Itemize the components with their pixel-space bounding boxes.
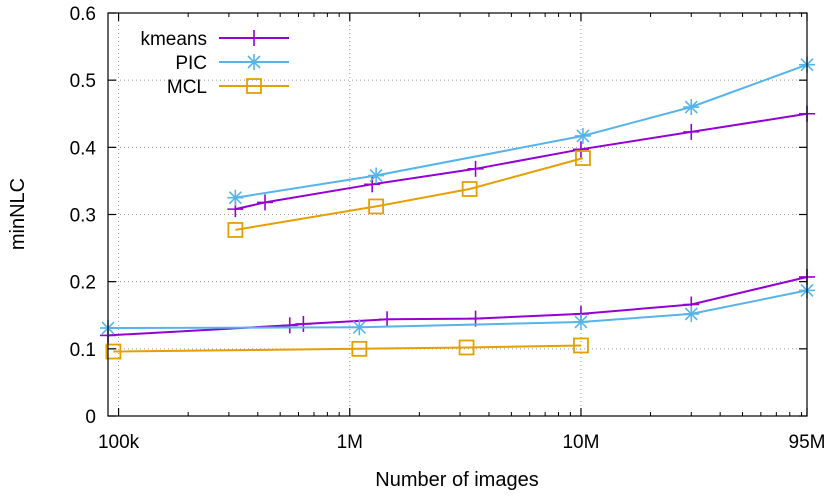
series-line — [107, 276, 808, 337]
data-point-plus-marker — [467, 160, 484, 177]
data-point-star-marker — [351, 319, 368, 336]
series-MCL — [227, 150, 591, 238]
series-MCL — [105, 337, 589, 360]
y-tick-label: 0.3 — [70, 206, 96, 227]
data-point-star-marker — [683, 305, 700, 322]
data-point-plus-marker — [572, 141, 589, 158]
data-point-plus-marker — [281, 317, 298, 334]
legend: kmeans PIC MCL — [140, 29, 289, 98]
data-point-star-marker — [368, 167, 385, 184]
data-point-square-marker — [246, 78, 262, 94]
x-tick-label: 1M — [337, 432, 363, 453]
data-point-plus-marker — [246, 30, 262, 46]
data-point-plus-marker — [683, 123, 700, 140]
data-point-star-marker — [574, 127, 591, 144]
series-PIC — [100, 282, 815, 337]
legend-label: PIC — [175, 53, 207, 74]
data-point-star-marker — [572, 313, 589, 330]
y-axis-label: minNLC — [7, 178, 29, 250]
legend-entry-kmeans: kmeans — [140, 29, 289, 50]
data-point-star-marker — [683, 99, 700, 116]
data-point-plus-marker — [295, 315, 312, 332]
data-point-plus-marker — [257, 194, 274, 211]
legend-entry-pic: PIC — [175, 53, 289, 74]
data-point-square-marker — [227, 222, 244, 238]
y-tick-label: 0.1 — [70, 340, 96, 361]
series-line — [235, 157, 584, 231]
y-tick-label: 0.2 — [70, 273, 96, 294]
data-point-square-marker — [105, 343, 122, 360]
data-point-square-marker — [461, 181, 478, 197]
series-line — [235, 112, 808, 211]
y-tick-label: 0.6 — [70, 4, 96, 25]
legend-label: MCL — [167, 77, 207, 98]
series-group — [100, 56, 815, 360]
series-kmeans — [100, 268, 815, 344]
data-point-star-marker — [246, 54, 262, 70]
axis-ticks: 0 0.1 0.2 0.3 0.4 0.5 0.6 100k 1M 10M 95M — [70, 4, 826, 453]
grid-lines — [108, 13, 807, 416]
x-tick-label: 10M — [562, 432, 599, 453]
data-point-square-marker — [351, 340, 368, 357]
x-tick-label: 95M — [789, 432, 826, 453]
series-line — [113, 344, 582, 353]
series-line — [107, 289, 808, 329]
data-point-square-marker — [368, 198, 385, 215]
x-tick-label: 100k — [98, 432, 140, 453]
data-point-star-marker — [227, 189, 244, 206]
series-line — [235, 63, 808, 199]
series-kmeans — [227, 105, 815, 218]
data-point-square-marker — [458, 339, 475, 356]
y-tick-label: 0.4 — [70, 138, 97, 159]
series-PIC — [227, 56, 815, 206]
legend-entry-mcl: MCL — [167, 77, 289, 98]
data-point-square-marker — [575, 150, 591, 166]
y-tick-label: 0 — [85, 407, 96, 428]
y-tick-label: 0.5 — [70, 71, 96, 92]
data-point-square-marker — [573, 337, 589, 354]
x-axis-label: Number of images — [375, 469, 538, 491]
data-point-plus-marker — [379, 311, 396, 328]
legend-label: kmeans — [140, 29, 207, 50]
